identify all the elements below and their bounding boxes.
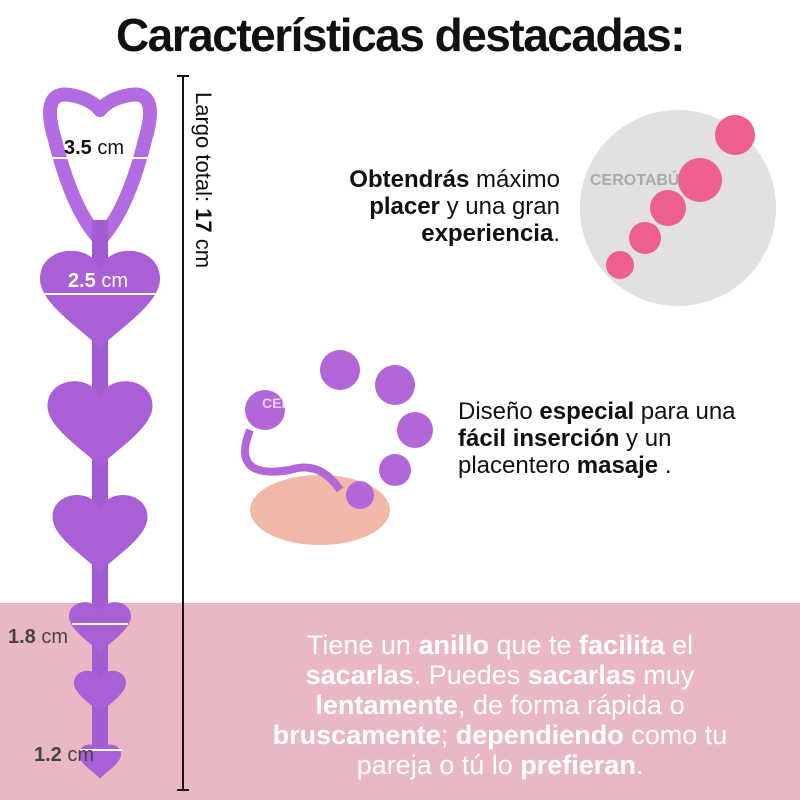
text-segment: . Puedes (413, 660, 528, 690)
ring-photo (241, 350, 433, 545)
bead (69, 602, 131, 653)
bead (47, 381, 153, 468)
measure-label: 1.8 cm (8, 626, 68, 649)
text-segment: sacarlas (305, 660, 414, 690)
feature-text: Tiene un anillo que te facilita el sacarl… (240, 630, 760, 780)
watermark: CEROTABÚ (590, 172, 680, 189)
text-segment: 1.2 (34, 744, 62, 766)
text-segment: Largo total: (191, 92, 216, 209)
pink-band (0, 603, 800, 800)
text-line: experiencia. (349, 220, 560, 247)
text-line: lentamente, de forma rápida o (240, 690, 760, 720)
text-segment: 17 (191, 208, 216, 233)
measure-label: 2.5 cm (68, 270, 128, 293)
text-segment: para una (634, 398, 736, 425)
text-segment: cm (61, 744, 95, 766)
ring-loop (43, 87, 157, 247)
bead (40, 250, 160, 349)
text-segment: Diseño (458, 398, 540, 425)
text-segment: el (664, 630, 694, 660)
text-segment: y un (619, 425, 672, 452)
pink-beads (606, 115, 755, 279)
product (40, 87, 162, 779)
feature-text: Diseño especial para una fácil inserción … (458, 398, 736, 479)
total-length: Largo total: 17 cm (190, 92, 216, 268)
text-line: Tiene un anillo que te facilita el (240, 630, 760, 660)
measure-label: 1.2 cm (34, 744, 94, 767)
text-line: placentero masaje . (458, 452, 736, 479)
text-segment: pareja o tú lo (356, 750, 521, 780)
measure-label: 3.5 cm (64, 137, 124, 160)
text-segment: prefieran (520, 750, 636, 780)
text-segment: . (635, 750, 644, 780)
text-segment: y una gran (439, 193, 560, 220)
text-line: sacarlas. Puedes sacarlas muy (240, 660, 760, 690)
text-segment: muy (635, 660, 695, 690)
text-segment: placer (369, 193, 440, 220)
text-segment: facilita (579, 630, 665, 660)
bead (74, 670, 126, 714)
text-segment: experiencia (421, 220, 554, 247)
text-line: placer y una gran (349, 193, 560, 220)
text-segment: cm (35, 626, 69, 648)
watermark: CEROTABÚ (262, 395, 341, 411)
title: Características destacadas: (115, 9, 686, 61)
text-segment: ; (440, 720, 456, 750)
text-segment: Obtendrás (349, 166, 470, 193)
text-segment: máximo (469, 166, 560, 193)
text-line: pareja o tú lo prefieran. (240, 750, 760, 780)
text-segment: , de forma rápida o (457, 690, 685, 720)
text-segment: 2.5 (68, 270, 96, 292)
text-line: Obtendrás máximo (349, 166, 560, 193)
text-line: Diseño especial para una (458, 398, 736, 425)
text-line: fácil inserción y un (458, 425, 736, 452)
text-segment: como tu (623, 720, 728, 750)
text-segment: 1.8 (8, 626, 36, 648)
text-segment: que te (488, 630, 580, 660)
text-segment: sacarlas (527, 660, 636, 690)
bead (79, 744, 121, 779)
text-segment: placentero (458, 452, 577, 479)
text-segment: 3.5 (64, 137, 92, 159)
text-segment: cm (91, 137, 125, 159)
text-segment: . (658, 452, 672, 479)
text-segment: dependiendo (455, 720, 624, 750)
text-segment: . (553, 220, 560, 247)
text-segment: Tiene un (306, 630, 419, 660)
text-segment: masaje (576, 452, 659, 479)
text-line: bruscamente; dependiendo como tu (240, 720, 760, 750)
text-segment: cm (95, 270, 129, 292)
text-segment: especial (539, 398, 635, 425)
text-segment: fácil inserción (458, 425, 620, 452)
text-segment: cm (191, 232, 216, 269)
bead (52, 494, 148, 573)
text-segment: lentamente (315, 690, 458, 720)
text-segment: bruscamente (272, 720, 441, 750)
text-segment: anillo (418, 630, 489, 660)
feature-text: Obtendrás máximo placer y una gran experie… (349, 166, 560, 247)
